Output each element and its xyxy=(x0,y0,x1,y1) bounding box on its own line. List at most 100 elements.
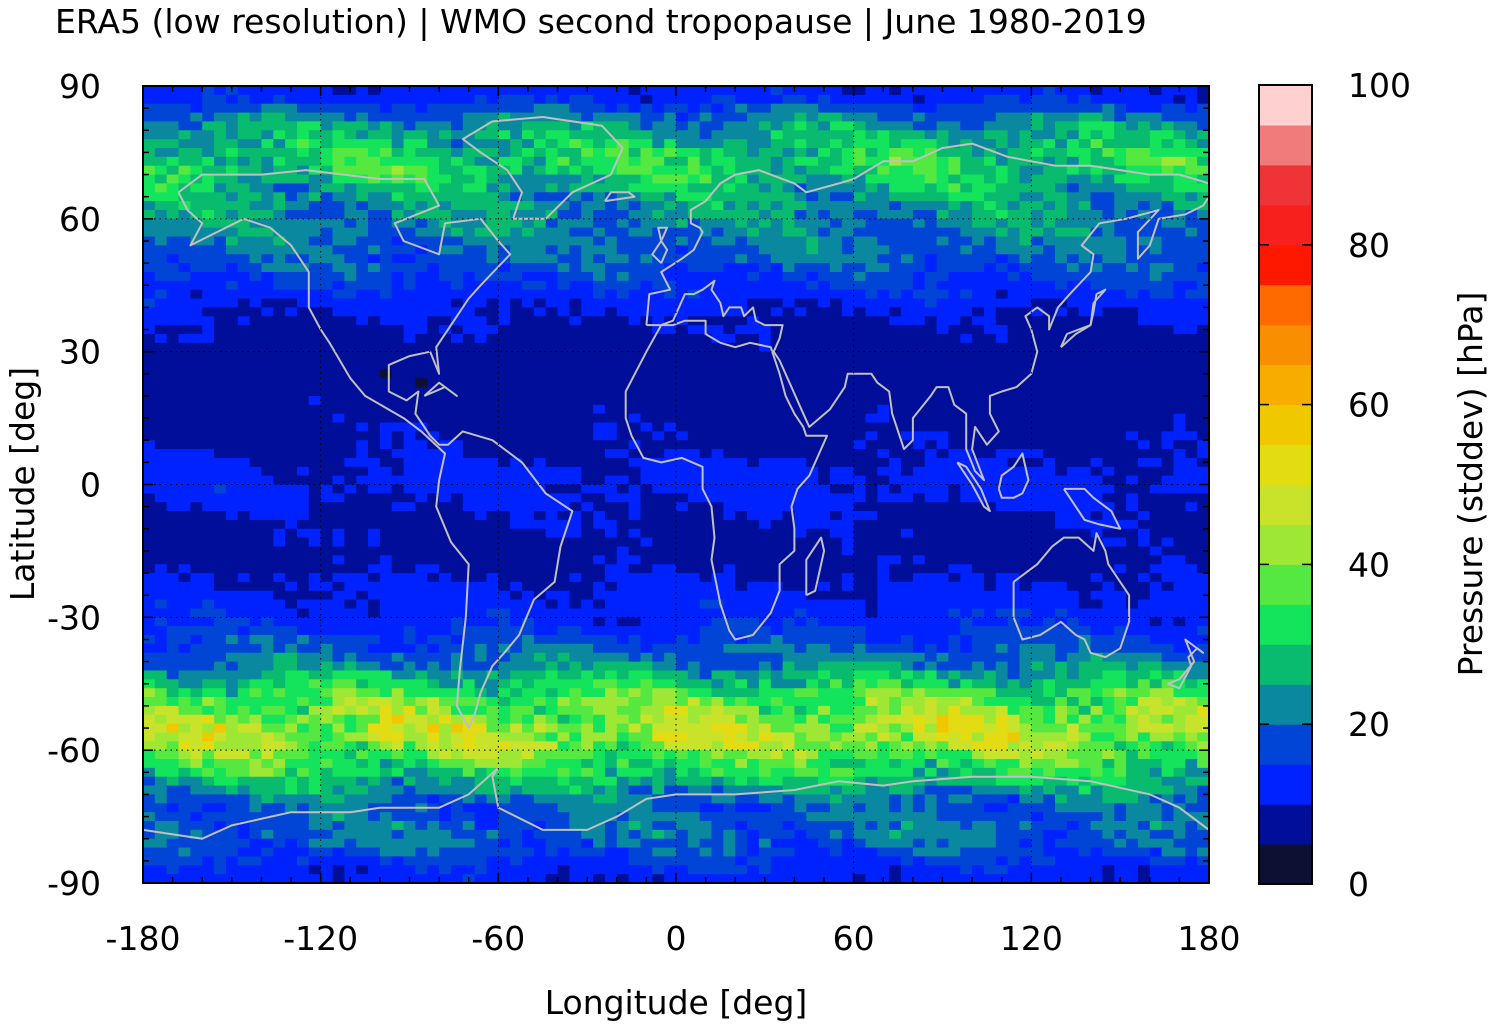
heatmap-cell xyxy=(735,856,748,866)
heatmap-cell xyxy=(1197,440,1209,450)
heatmap-cell xyxy=(261,643,274,654)
heatmap-cell xyxy=(533,635,618,645)
heatmap-cell xyxy=(652,759,665,769)
heatmap-cell xyxy=(593,874,606,883)
heatmap-cell xyxy=(593,661,653,672)
heatmap-cell xyxy=(308,776,322,787)
heatmap-cell xyxy=(356,316,369,326)
heatmap-cell xyxy=(154,812,191,822)
heatmap-cell xyxy=(427,670,452,680)
heatmap-cell xyxy=(960,245,973,255)
heatmap-cell xyxy=(1161,165,1175,176)
heatmap-cell xyxy=(865,643,914,654)
heatmap-cell xyxy=(569,245,582,255)
heatmap-cell xyxy=(249,617,263,627)
heatmap-cell xyxy=(901,201,950,211)
heatmap-cell xyxy=(640,528,796,539)
heatmap-cell xyxy=(829,714,867,725)
heatmap-cell xyxy=(261,263,310,273)
heatmap-cell xyxy=(794,209,807,220)
heatmap-cell xyxy=(604,670,618,680)
heatmap-cell xyxy=(1090,466,1103,477)
heatmap-cell xyxy=(237,86,334,96)
heatmap-cell xyxy=(711,776,724,787)
heatmap-cell xyxy=(261,829,274,840)
heatmap-cell xyxy=(865,307,890,317)
heatmap-cell xyxy=(439,821,464,831)
heatmap-cell xyxy=(853,874,867,883)
heatmap-cell xyxy=(747,103,772,114)
heatmap-cell xyxy=(1007,325,1175,335)
heatmap-cell xyxy=(593,581,606,592)
x-tick-label: -120 xyxy=(283,919,358,958)
heatmap-cell xyxy=(344,484,357,494)
heatmap-cell xyxy=(723,732,736,742)
heatmap-cell xyxy=(841,112,878,123)
heatmap-cell xyxy=(332,130,345,140)
heatmap-cell xyxy=(356,475,582,486)
heatmap-cell xyxy=(699,599,724,610)
heatmap-cell xyxy=(960,333,973,344)
heatmap-cell xyxy=(972,785,1021,796)
heatmap-cell xyxy=(687,829,713,840)
heatmap-cell xyxy=(853,209,878,220)
heatmap-cell xyxy=(533,298,547,308)
heatmap-cell xyxy=(1185,741,1198,751)
heatmap-cell xyxy=(143,528,274,539)
heatmap-cell xyxy=(818,236,843,246)
heatmap-cell xyxy=(1114,192,1163,202)
heatmap-cell xyxy=(533,307,547,317)
heatmap-cell xyxy=(498,245,511,255)
heatmap-cell xyxy=(1055,856,1151,866)
heatmap-cell xyxy=(853,192,867,202)
heatmap-cell xyxy=(344,732,369,742)
heatmap-cell xyxy=(829,192,855,202)
heatmap-cell xyxy=(143,732,156,742)
heatmap-cell xyxy=(735,325,772,335)
heatmap-cell xyxy=(1090,688,1103,698)
heatmap-cell xyxy=(450,714,464,725)
heatmap-cell xyxy=(178,165,191,176)
heatmap-cell xyxy=(403,440,428,450)
heatmap-cell xyxy=(344,599,357,610)
heatmap-cell xyxy=(296,298,452,308)
heatmap-cell xyxy=(1161,821,1186,831)
heatmap-cell xyxy=(924,856,997,866)
heatmap-cell xyxy=(818,147,831,158)
heatmap-cell xyxy=(1185,714,1209,725)
heatmap-cell xyxy=(285,776,298,787)
coastline-path xyxy=(645,142,1209,326)
heatmap-cell xyxy=(1007,723,1021,734)
heatmap-cell xyxy=(581,528,606,539)
heatmap-cell xyxy=(498,183,511,193)
heatmap-cell xyxy=(770,209,796,220)
heatmap-cell xyxy=(1185,165,1209,176)
heatmap-cell xyxy=(628,147,642,158)
heatmap-cell xyxy=(1031,254,1056,264)
heatmap-cell xyxy=(498,581,511,592)
heatmap-cell xyxy=(676,289,689,300)
heatmap-cell xyxy=(664,156,689,167)
heatmap-cell xyxy=(912,661,926,672)
heatmap-cell xyxy=(166,165,180,176)
heatmap-cell xyxy=(344,697,357,707)
heatmap-cell xyxy=(806,307,843,317)
heatmap-cell xyxy=(1007,661,1021,672)
heatmap-cell xyxy=(1007,856,1021,866)
heatmap-cell xyxy=(794,661,819,672)
heatmap-cell xyxy=(1161,271,1209,282)
heatmap-cell xyxy=(664,431,677,441)
heatmap-cell xyxy=(841,679,855,689)
heatmap-cell xyxy=(1043,661,1056,672)
heatmap-cell xyxy=(936,670,950,680)
heatmap-cell xyxy=(486,165,511,176)
heatmap-cell xyxy=(806,705,819,716)
heatmap-cell xyxy=(427,741,440,751)
heatmap-cell xyxy=(1197,431,1209,441)
heatmap-cell xyxy=(1161,201,1175,211)
heatmap-cell xyxy=(877,165,890,176)
heatmap-cell xyxy=(818,466,831,477)
heatmap-cell xyxy=(770,705,784,716)
heatmap-cell xyxy=(356,263,369,273)
heatmap-cell xyxy=(794,847,831,858)
